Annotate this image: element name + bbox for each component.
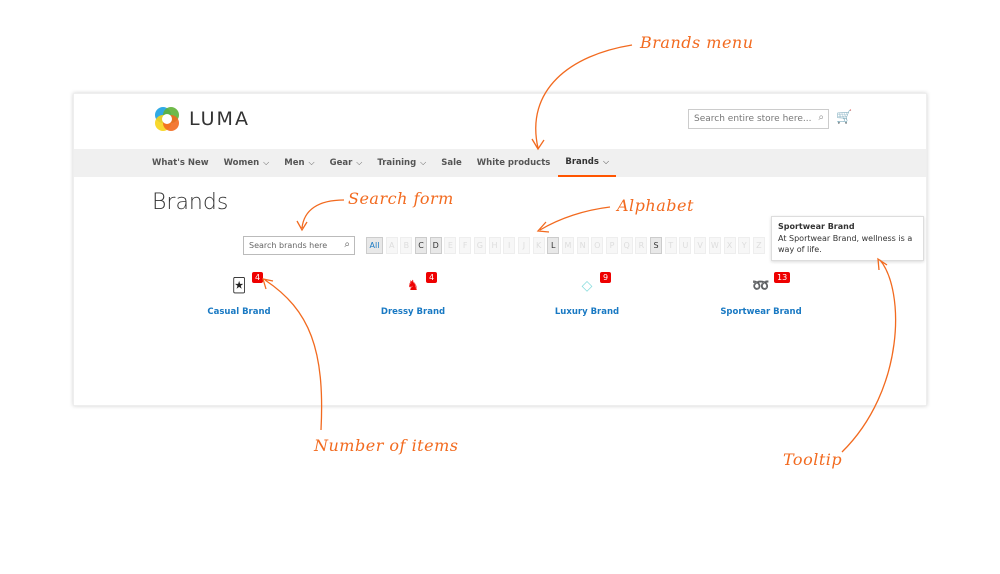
nav-label: Men xyxy=(284,158,305,168)
chevron-down-icon: ⌵ xyxy=(602,157,610,166)
brand-link[interactable]: Luxury Brand xyxy=(554,307,620,317)
item-count-badge: 13 xyxy=(774,272,791,283)
alphabet-letter-x: X xyxy=(723,237,736,254)
nav-item-what-s-new[interactable]: What's New xyxy=(152,149,209,177)
nav-item-white-products[interactable]: White products xyxy=(477,149,551,177)
arrow-brands-menu xyxy=(531,44,633,151)
nav-item-women[interactable]: Women ⌵ xyxy=(224,149,270,177)
brand-item: ♞ 4 Dressy Brand xyxy=(353,272,473,317)
arrow-number-of-items xyxy=(262,278,323,431)
annotation-alphabet: Alphabet xyxy=(617,196,694,215)
nav-label: Sale xyxy=(441,158,462,168)
alphabet-letter-h: H xyxy=(488,237,501,254)
alphabet-letter-y: Y xyxy=(738,237,751,254)
item-count-badge: 4 xyxy=(426,272,438,283)
item-count-badge: 4 xyxy=(252,272,264,283)
nav-label: Gear xyxy=(329,158,353,168)
alphabet-letter-l[interactable]: L xyxy=(547,237,560,254)
brand-link[interactable]: Dressy Brand xyxy=(380,307,446,317)
nav-label: Training xyxy=(377,158,417,168)
luma-logo-icon xyxy=(155,107,179,131)
annotation-tooltip: Tooltip xyxy=(783,450,843,469)
alphabet-letter-v: V xyxy=(694,237,707,254)
alphabet-letter-i: I xyxy=(503,237,516,254)
search-placeholder: Search entire store here... xyxy=(694,114,812,124)
alphabet-letter-q: Q xyxy=(620,237,633,254)
alphabet-letter-r: R xyxy=(635,237,648,254)
nav-label: White products xyxy=(476,158,551,168)
brand-item: ◇ 9 Luxury Brand xyxy=(527,272,647,317)
alphabet-letter-p: P xyxy=(606,237,618,254)
alphabet-letter-e: E xyxy=(444,237,457,254)
tooltip-text: At Sportwear Brand, wellness is a way of… xyxy=(778,234,913,254)
alphabet-letter-g: G xyxy=(473,237,486,254)
alphabet-letter-u: U xyxy=(679,237,692,254)
brand-tooltip: Sportwear Brand At Sportwear Brand, well… xyxy=(771,216,924,262)
alphabet-letter-f: F xyxy=(459,237,472,254)
annotation-brands-menu: Brands menu xyxy=(640,33,754,52)
nav-item-men[interactable]: Men ⌵ xyxy=(284,149,314,177)
page-title: Brands xyxy=(152,190,229,215)
alphabet-letter-k: K xyxy=(532,237,545,254)
alphabet-letter-s[interactable]: S xyxy=(650,237,663,254)
arrow-search-form xyxy=(296,199,345,232)
alphabet-letter-a: A xyxy=(385,237,398,254)
arrow-tooltip xyxy=(841,257,897,453)
brand-search-input[interactable]: Search brands here ⌕ xyxy=(243,236,355,255)
alphabet-letter-j: J xyxy=(517,237,530,254)
brand-logo[interactable]: ♞ xyxy=(406,278,420,294)
alphabet-letter-t: T xyxy=(664,237,677,254)
brand-link[interactable]: Casual Brand xyxy=(207,307,271,317)
brand-item: ➿ 13 Sportwear Brand xyxy=(701,272,821,317)
brand-search-placeholder: Search brands here xyxy=(249,241,328,250)
luma-logo[interactable]: LUMA xyxy=(153,105,250,133)
chevron-down-icon: ⌵ xyxy=(263,158,270,167)
tooltip-title: Sportwear Brand xyxy=(778,222,855,231)
magnifier-icon[interactable]: ⌕ xyxy=(818,112,824,123)
nav-item-sale[interactable]: Sale xyxy=(441,149,462,177)
nav-item-brands[interactable]: Brands ⌵ xyxy=(558,149,617,177)
alphabet-letter-m: M xyxy=(561,237,574,254)
nav-item-training[interactable]: Training ⌵ xyxy=(377,149,426,177)
chevron-down-icon: ⌵ xyxy=(420,158,427,167)
alphabet-letter-z: Z xyxy=(752,237,765,254)
chevron-down-icon: ⌵ xyxy=(308,158,315,167)
cart-icon[interactable]: 🛒 xyxy=(836,110,853,125)
brand-logo[interactable]: ➿ xyxy=(752,278,770,294)
brand-item: 🃏 4 Casual Brand xyxy=(179,272,299,317)
arrow-alphabet xyxy=(536,206,611,233)
nav-label: What's New xyxy=(152,158,209,168)
alphabet-letter-n: N xyxy=(576,237,589,254)
alphabet-letter-c[interactable]: C xyxy=(415,237,428,254)
store-page: LUMA Search entire store here... ⌕ 🛒 Wha… xyxy=(73,93,927,406)
alphabet-letter-d[interactable]: D xyxy=(429,237,442,254)
store-search-input[interactable]: Search entire store here... ⌕ xyxy=(688,109,829,129)
brand-link[interactable]: Sportwear Brand xyxy=(720,307,802,317)
brand-logo[interactable]: ◇ xyxy=(581,278,593,294)
nav-label: Brands xyxy=(565,157,599,167)
logo-text: LUMA xyxy=(189,108,250,130)
item-count-badge: 9 xyxy=(600,272,612,283)
main-nav: What's New Women ⌵ Men ⌵ Gear ⌵ Training ⌵ Sale Wh… xyxy=(74,149,926,177)
alphabet-letter-b: B xyxy=(400,237,413,254)
annotation-search-form: Search form xyxy=(348,189,454,208)
nav-label: Women xyxy=(223,158,260,168)
annotation-number-of-items: Number of items xyxy=(314,436,459,455)
magnifier-icon[interactable]: ⌕ xyxy=(344,239,350,250)
chevron-down-icon: ⌵ xyxy=(356,158,363,167)
alphabet-letter-w: W xyxy=(708,237,721,254)
nav-item-gear[interactable]: Gear ⌵ xyxy=(330,149,363,177)
brand-logo[interactable]: 🃏 xyxy=(231,278,247,294)
alphabet-all[interactable]: All xyxy=(366,237,383,254)
alphabet-letter-o: O xyxy=(591,237,604,254)
